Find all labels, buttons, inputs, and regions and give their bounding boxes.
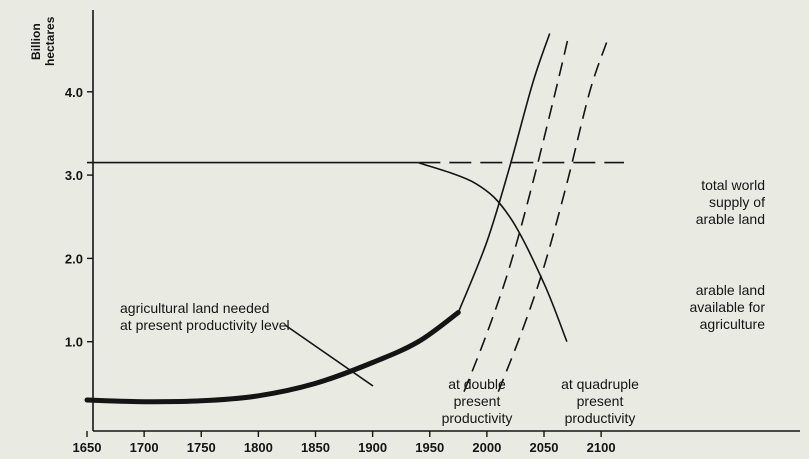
y-axis-label-line-2: hectares [43, 16, 57, 66]
annotation-quadruple-productivity-line: productivity [565, 410, 636, 426]
annotations: agricultural land needed at present produ… [120, 177, 765, 426]
annotation-total-supply-line: arable land [696, 211, 765, 227]
annotation-total-supply-line: supply of [709, 194, 765, 210]
annotation-double-productivity-line: productivity [442, 410, 513, 426]
y-axis-label-line-1: Billion [29, 23, 43, 60]
x-tick-label: 1650 [73, 440, 102, 455]
annotation-quadruple-productivity: at quadruple present productivity [561, 376, 639, 426]
annotation-arable-available-line: arable land [696, 282, 765, 298]
annotation-arable-available-line: available for [690, 299, 766, 315]
annotation-total-supply: total world supply of arable land [696, 177, 765, 227]
series-line-double-productivity [463, 33, 570, 392]
x-tick-label: 1800 [244, 440, 273, 455]
x-tick-label: 2100 [587, 440, 616, 455]
y-tick-label: 2.0 [65, 251, 83, 266]
annotation-double-productivity: at double present productivity [442, 376, 513, 426]
leader-line [284, 324, 374, 387]
x-tick-label: 1950 [415, 440, 444, 455]
x-tick-label: 2050 [530, 440, 559, 455]
series-line-quadruple-productivity [497, 41, 608, 392]
annotation-present-productivity: agricultural land needed at present produ… [120, 300, 290, 333]
annotation-present-productivity-line: at present productivity level [120, 317, 290, 333]
x-tick-label: 1700 [130, 440, 159, 455]
annotation-double-productivity-line: at double [448, 376, 506, 392]
annotation-quadruple-productivity-line: at quadruple [561, 376, 639, 392]
annotation-total-supply-line: total world [701, 177, 765, 193]
x-tick-label: 1900 [358, 440, 387, 455]
x-tick-label: 2000 [472, 440, 501, 455]
series-line-present-productivity-projection [457, 33, 551, 313]
y-axis-label: Billion hectares [29, 16, 57, 66]
series-line-present-productivity [84, 310, 461, 405]
annotation-double-productivity-line: present [454, 393, 501, 409]
annotation-present-productivity-line: agricultural land needed [120, 300, 269, 316]
x-tick-label: 1850 [301, 440, 330, 455]
y-tick-label: 1.0 [65, 335, 83, 350]
x-ticks: 1650 1700 1750 1800 1850 1900 1950 2000 2050 2100 [73, 431, 616, 455]
annotation-arable-available: arable land available for agriculture [690, 282, 766, 332]
series-line-arable-available [418, 161, 568, 342]
annotation-arable-available-line: agriculture [700, 316, 766, 332]
series-group [84, 33, 624, 405]
x-tick-label: 1750 [187, 440, 216, 455]
y-ticks: 1.0 2.0 3.0 4.0 [65, 85, 93, 350]
annotation-quadruple-productivity-line: present [577, 393, 624, 409]
y-tick-label: 3.0 [65, 168, 83, 183]
y-tick-label: 4.0 [65, 85, 83, 100]
